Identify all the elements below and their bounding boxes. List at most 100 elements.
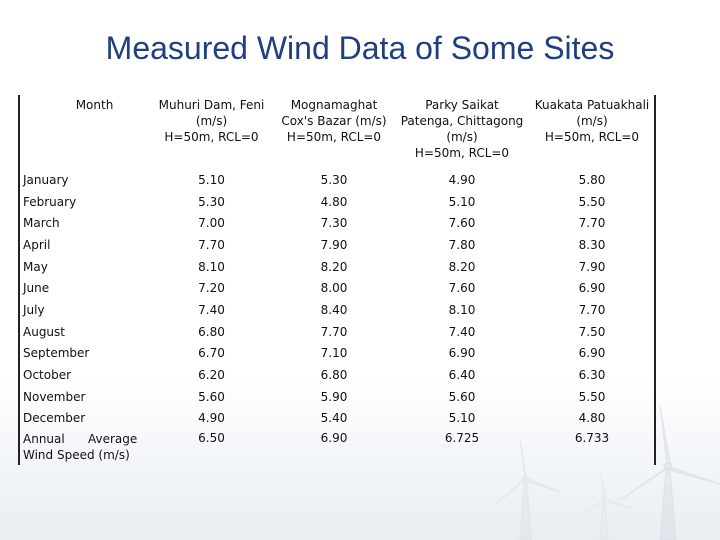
site-header-mognamaghat: Mognamaghat Cox's Bazar (m/s) H=50m, RCL… (274, 95, 394, 169)
value-cell: 7.90 (320, 237, 348, 252)
value-cell: 7.40 (198, 302, 225, 317)
value-cell: 5.10 (448, 411, 476, 426)
value-cell: 7.00 (198, 216, 225, 231)
wind-data-table: Month Muhuri Dam, Feni (m/s) H=50m, RCL=… (18, 95, 656, 466)
month-cell: September (23, 346, 90, 361)
value-cell: 6.90 (448, 346, 476, 361)
table-row: April 7.70 7.90 7.80 8.30 (19, 234, 655, 256)
value-cell: 4.90 (448, 172, 476, 187)
header-line: Muhuri Dam, Feni (158, 98, 265, 112)
table-row: July 7.40 8.40 8.10 7.70 (19, 299, 655, 321)
value-cell: 7.30 (320, 216, 348, 231)
header-line: H=50m, RCL=0 (286, 130, 382, 144)
value-cell: 7.70 (198, 237, 225, 252)
header-line: Parky Saikat (425, 98, 499, 112)
value-cell: 6.90 (578, 346, 606, 361)
value-cell: 5.80 (578, 172, 606, 187)
value-cell: 5.30 (320, 172, 348, 187)
value-cell: 7.70 (578, 302, 606, 317)
value-cell: 6.40 (448, 368, 476, 383)
table-row: November 5.60 5.90 5.60 5.50 (19, 386, 655, 408)
value-cell: 5.50 (578, 389, 606, 404)
table-row: August 6.80 7.70 7.40 7.50 (19, 321, 655, 343)
site-header-muhuri-dam: Muhuri Dam, Feni (m/s) H=50m, RCL=0 (149, 95, 274, 169)
value-cell: 7.90 (578, 259, 606, 274)
value-cell: 4.80 (578, 411, 606, 426)
value-cell: 5.50 (578, 194, 606, 209)
value-cell: 6.20 (198, 368, 225, 383)
month-cell: August (23, 324, 65, 339)
month-cell: January (23, 172, 69, 187)
table-row: September 6.70 7.10 6.90 6.90 (19, 343, 655, 365)
annual-value-cell: 6.733 (574, 431, 610, 446)
value-cell: 8.10 (198, 259, 225, 274)
value-cell: 8.20 (320, 259, 348, 274)
value-cell: 5.60 (198, 389, 225, 404)
header-line: (m/s) (195, 114, 228, 128)
value-cell: 8.30 (578, 237, 606, 252)
annual-average-label: Annual Average Wind Speed (m/s) (19, 429, 149, 465)
value-cell: 5.10 (198, 172, 225, 187)
value-cell: 5.60 (448, 389, 476, 404)
value-cell: 6.80 (198, 324, 225, 339)
table-row: March 7.00 7.30 7.60 7.70 (19, 212, 655, 234)
page-title: Measured Wind Data of Some Sites (105, 30, 615, 66)
annual-value-cell: 6.50 (198, 431, 225, 446)
header-line: Mognamaghat (290, 98, 378, 112)
value-cell: 4.90 (198, 411, 225, 426)
header-line: (m/s) (446, 130, 478, 144)
site-header-kuakata: Kuakata Patuakhali (m/s) H=50m, RCL=0 (530, 95, 655, 169)
value-cell: 8.40 (320, 302, 348, 317)
value-cell: 6.70 (198, 346, 225, 361)
month-cell: November (23, 389, 86, 404)
annual-label-line-2: Wind Speed (m/s) (23, 448, 130, 463)
month-cell: May (23, 259, 48, 274)
month-cell: June (23, 281, 50, 296)
value-cell: 5.90 (320, 389, 348, 404)
value-cell: 7.20 (198, 281, 225, 296)
value-cell: 7.70 (578, 216, 606, 231)
table-row: May 8.10 8.20 8.20 7.90 (19, 256, 655, 278)
table-header-row: Month Muhuri Dam, Feni (m/s) H=50m, RCL=… (19, 95, 655, 169)
header-line: Patenga, Chittagong (400, 114, 524, 128)
value-cell: 7.60 (448, 281, 476, 296)
month-cell: October (23, 368, 72, 383)
header-line: (m/s) (576, 114, 608, 128)
value-cell: 8.00 (320, 281, 348, 296)
annual-label-line-1: Annual Average (23, 431, 149, 447)
value-cell: 7.40 (448, 324, 476, 339)
value-cell: 5.30 (198, 194, 225, 209)
header-line: H=50m, RCL=0 (414, 146, 510, 160)
month-cell: February (23, 194, 77, 209)
table-row: October 6.20 6.80 6.40 6.30 (19, 364, 655, 386)
value-cell: 6.30 (578, 368, 606, 383)
value-cell: 7.80 (448, 237, 476, 252)
annual-word: Annual (23, 432, 65, 447)
value-cell: 7.10 (320, 346, 348, 361)
value-cell: 6.80 (320, 368, 348, 383)
table-row: February 5.30 4.80 5.10 5.50 (19, 191, 655, 213)
site-header-parky-saikat: Parky Saikat Patenga, Chittagong (m/s) H… (394, 95, 530, 169)
table-row: June 7.20 8.00 7.60 6.90 (19, 277, 655, 299)
month-cell: December (23, 411, 86, 426)
value-cell: 8.20 (448, 259, 476, 274)
value-cell: 7.50 (578, 324, 606, 339)
annual-value-cell: 6.90 (320, 431, 348, 446)
value-cell: 5.10 (448, 194, 476, 209)
value-cell: 7.60 (448, 216, 476, 231)
value-cell: 6.90 (578, 281, 606, 296)
month-column-header: Month (75, 98, 114, 112)
value-cell: 4.80 (320, 194, 348, 209)
annual-value-cell: 6.725 (444, 431, 480, 446)
header-line: Kuakata Patuakhali (534, 98, 650, 112)
header-line: H=50m, RCL=0 (164, 130, 259, 144)
value-cell: 5.40 (320, 411, 348, 426)
table-row: January 5.10 5.30 4.90 5.80 (19, 169, 655, 191)
month-cell: April (23, 237, 51, 252)
header-line: H=50m, RCL=0 (544, 130, 640, 144)
month-cell: March (23, 216, 60, 231)
average-word: Average (88, 432, 138, 447)
annual-average-row: Annual Average Wind Speed (m/s) 6.50 6.90… (19, 429, 655, 465)
